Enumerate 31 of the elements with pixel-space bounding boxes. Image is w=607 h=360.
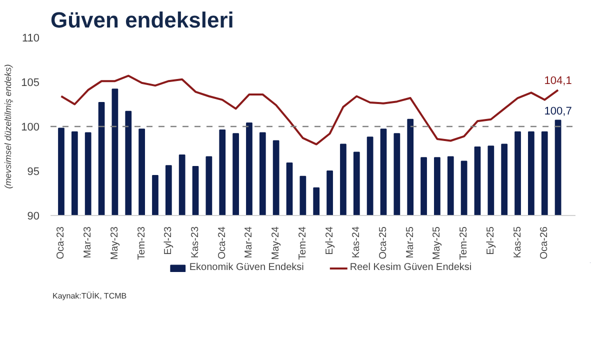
- x-tick-label: Mar-23: [82, 226, 94, 258]
- legend-label: Reel Kesim Güven Endeksi: [350, 262, 472, 273]
- x-tick-label: Kas-23: [190, 226, 202, 258]
- x-tick-label: Mar-24: [244, 226, 255, 258]
- x-tick-label: Oca-26: [539, 226, 550, 260]
- x-tick-label: May-23: [109, 226, 120, 260]
- data-label: 104,1: [544, 75, 572, 88]
- x-tick-label: Tem-24: [297, 226, 308, 260]
- x-tick-label: Tem-23: [136, 226, 148, 260]
- x-tick-label: Mar-25: [404, 226, 416, 258]
- legend-label: Ekonomik Güven Endeksi: [189, 262, 304, 273]
- y-tick-label: 105: [21, 77, 40, 89]
- x-tick-label: Oca-24: [216, 226, 228, 260]
- x-tick-label: May-25: [432, 226, 443, 260]
- y-tick-label: 100: [21, 122, 40, 134]
- text: Kaynak:TÜİK, TCMB: [52, 292, 127, 300]
- x-tick-label: Oca-23: [56, 226, 67, 260]
- y-axis-title: (mevsimsel düzeltilmiş endeks): [3, 64, 14, 189]
- y-tick-label: 95: [27, 166, 40, 178]
- y-tick-label: 90: [27, 210, 40, 222]
- x-tick-label: Kas-25: [512, 226, 524, 258]
- chart-title: Güven endeksleri: [50, 8, 234, 32]
- x-tick-label: May-24: [270, 226, 282, 260]
- x-tick-label: Tem-25: [458, 226, 470, 260]
- x-tick-label: Kas-24: [351, 226, 362, 258]
- y-tick-label: 110: [22, 32, 40, 44]
- x-tick-label: Eyl-23: [163, 226, 174, 255]
- x-tick-label: Oca-25: [378, 226, 389, 260]
- data-label: 100,7: [544, 105, 572, 118]
- x-tick-label: Eyl-25: [485, 226, 496, 255]
- x-tick-label: Eyl-24: [324, 226, 336, 255]
